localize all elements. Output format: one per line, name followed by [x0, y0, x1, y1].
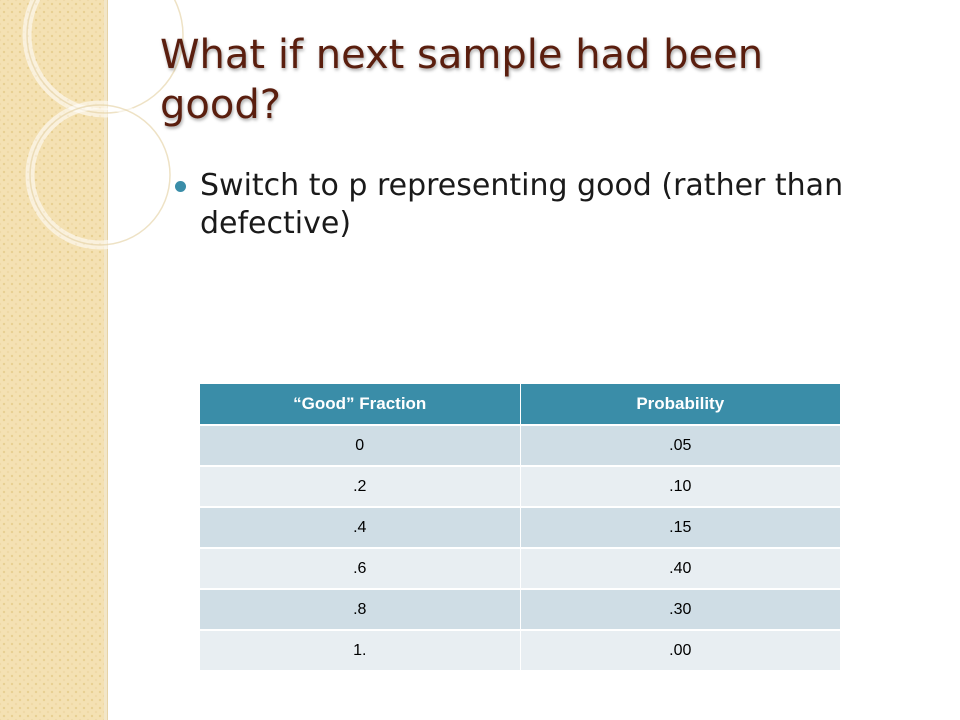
table-row: .6 .40 [200, 547, 840, 589]
bullet-item: Switch to p representing good (rather th… [175, 167, 895, 243]
good-fraction-cell: 0 [200, 424, 521, 466]
decorative-rings [22, 0, 188, 250]
bullet-text: Switch to p representing good (rather th… [200, 168, 844, 241]
probability-cell: .15 [520, 506, 840, 548]
probability-cell: .30 [520, 588, 840, 630]
good-fraction-cell: .8 [200, 588, 521, 630]
header-probability: Probability [520, 384, 840, 425]
probability-cell: .40 [520, 547, 840, 589]
table-row: .4 .15 [200, 506, 840, 548]
probability-cell: .10 [520, 465, 840, 507]
table-header-row: “Good” Fraction Probability [200, 384, 840, 425]
probability-cell: .00 [520, 629, 840, 670]
table-row: .8 .30 [200, 588, 840, 630]
slide-title: What if next sample had been good? [160, 32, 764, 128]
table-row: 1. .00 [200, 629, 840, 670]
good-fraction-cell: .4 [200, 506, 521, 548]
good-fraction-cell: .6 [200, 547, 521, 589]
good-fraction-cell: .2 [200, 465, 521, 507]
table-row: .2 .10 [200, 465, 840, 507]
probability-cell: .05 [520, 424, 840, 466]
header-good-fraction: “Good” Fraction [200, 384, 521, 425]
bullet-dot-icon [175, 181, 186, 192]
bullet-list: Switch to p representing good (rather th… [175, 167, 895, 243]
probability-table: “Good” Fraction Probability 0 .05 .2 .10… [200, 384, 840, 670]
table-row: 0 .05 [200, 424, 840, 466]
good-fraction-cell: 1. [200, 629, 521, 670]
